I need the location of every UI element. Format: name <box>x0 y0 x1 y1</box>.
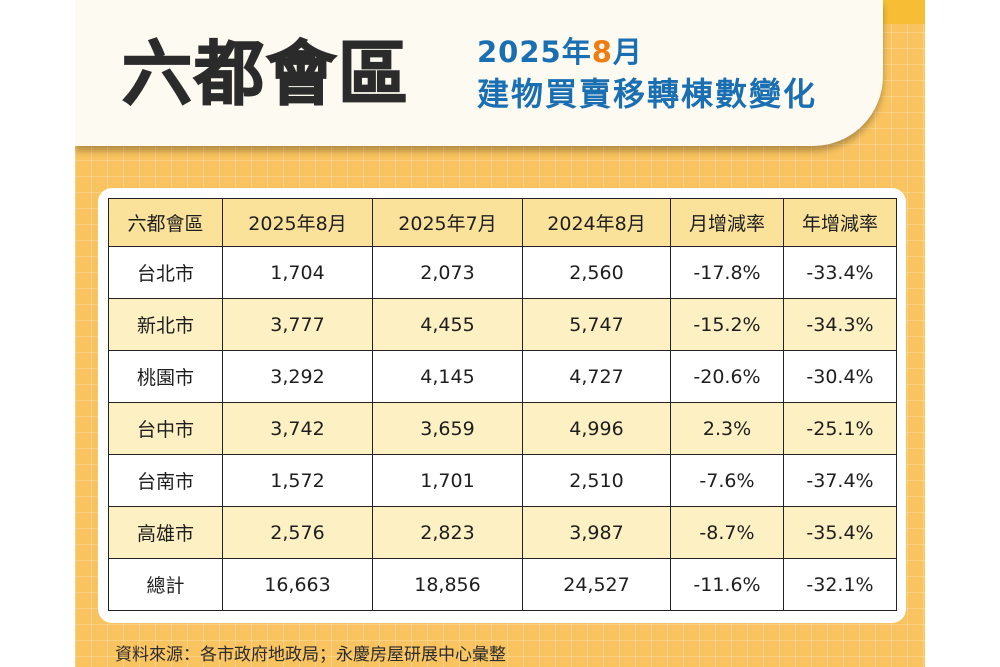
page-title: 六都會區 <box>121 32 410 116</box>
aug2025-cell: 1,704 <box>222 246 373 299</box>
jul2025-cell: 2,073 <box>372 246 523 299</box>
aug2024-cell: 24,527 <box>522 558 671 611</box>
transfer-table: 六都會區 2025年8月 2025年7月 2024年8月 月增減率 年增減率 台… <box>108 198 897 611</box>
mom-cell: 2.3% <box>670 402 784 455</box>
mom-cell: -15.2% <box>670 298 784 351</box>
aug2025-cell: 3,742 <box>222 402 373 455</box>
yoy-cell: -33.4% <box>783 246 897 299</box>
city-cell: 總計 <box>108 558 223 611</box>
city-cell: 台南市 <box>108 454 223 507</box>
aug2024-cell: 4,996 <box>522 402 671 455</box>
column-header-aug2025: 2025年8月 <box>222 198 373 247</box>
mom-cell: -20.6% <box>670 350 784 403</box>
aug2024-cell: 4,727 <box>522 350 671 403</box>
yoy-cell: -30.4% <box>783 350 897 403</box>
table-row: 高雄市 2,576 2,823 3,987 -8.7% -35.4% <box>108 506 897 559</box>
column-header-mom: 月增減率 <box>670 198 784 247</box>
table-panel: 六都會區 2025年8月 2025年7月 2024年8月 月增減率 年增減率 台… <box>98 188 906 623</box>
city-cell: 高雄市 <box>108 506 223 559</box>
jul2025-cell: 1,701 <box>372 454 523 507</box>
table-row: 台中市 3,742 3,659 4,996 2.3% -25.1% <box>108 402 897 455</box>
aug2025-cell: 2,576 <box>222 506 373 559</box>
city-cell: 新北市 <box>108 298 223 351</box>
aug2025-cell: 3,777 <box>222 298 373 351</box>
subtitle-description: 建物買賣移轉棟數變化 <box>477 75 818 113</box>
mom-cell: -17.8% <box>670 246 784 299</box>
subtitle-month-unit: 月 <box>612 35 643 69</box>
yoy-cell: -25.1% <box>783 402 897 455</box>
mom-cell: -8.7% <box>670 506 784 559</box>
jul2025-cell: 4,455 <box>372 298 523 351</box>
table-row: 台南市 1,572 1,701 2,510 -7.6% -37.4% <box>108 454 897 507</box>
column-header-yoy: 年增減率 <box>783 198 897 247</box>
jul2025-cell: 3,659 <box>372 402 523 455</box>
yoy-cell: -32.1% <box>783 558 897 611</box>
aug2024-cell: 2,560 <box>522 246 671 299</box>
jul2025-cell: 2,823 <box>372 506 523 559</box>
subtitle-year: 2025年 <box>477 35 592 69</box>
yoy-cell: -37.4% <box>783 454 897 507</box>
yoy-cell: -35.4% <box>783 506 897 559</box>
table-row: 新北市 3,777 4,455 5,747 -15.2% -34.3% <box>108 298 897 351</box>
yoy-cell: -34.3% <box>783 298 897 351</box>
city-cell: 台中市 <box>108 402 223 455</box>
column-header-city: 六都會區 <box>108 198 223 247</box>
city-cell: 台北市 <box>108 246 223 299</box>
header-band: 六都會區 2025年8月 建物買賣移轉棟數變化 <box>75 0 883 146</box>
jul2025-cell: 4,145 <box>372 350 523 403</box>
infographic-card: 六都會區 2025年8月 建物買賣移轉棟數變化 六都會區 2025年8月 202… <box>75 0 925 667</box>
column-header-aug2024: 2024年8月 <box>522 198 671 247</box>
city-cell: 桃園市 <box>108 350 223 403</box>
table-header-row: 六都會區 2025年8月 2025年7月 2024年8月 月增減率 年增減率 <box>108 198 897 247</box>
jul2025-cell: 18,856 <box>372 558 523 611</box>
aug2024-cell: 3,987 <box>522 506 671 559</box>
subtitle-date: 2025年8月 <box>477 32 817 72</box>
column-header-jul2025: 2025年7月 <box>372 198 523 247</box>
mom-cell: -11.6% <box>670 558 784 611</box>
data-source-note: 資料來源：各市政府地政局；永慶房屋研展中心彙整 <box>115 645 506 665</box>
table-row: 台北市 1,704 2,073 2,560 -17.8% -33.4% <box>108 246 897 299</box>
aug2025-cell: 3,292 <box>222 350 373 403</box>
aug2024-cell: 5,747 <box>522 298 671 351</box>
table-total-row: 總計 16,663 18,856 24,527 -11.6% -32.1% <box>108 558 897 611</box>
table-row: 桃園市 3,292 4,145 4,727 -20.6% -30.4% <box>108 350 897 403</box>
mom-cell: -7.6% <box>670 454 784 507</box>
subtitle-month: 8 <box>591 35 613 69</box>
aug2024-cell: 2,510 <box>522 454 671 507</box>
page-subtitle: 2025年8月 建物買賣移轉棟數變化 <box>477 32 817 116</box>
aug2025-cell: 16,663 <box>222 558 373 611</box>
aug2025-cell: 1,572 <box>222 454 373 507</box>
